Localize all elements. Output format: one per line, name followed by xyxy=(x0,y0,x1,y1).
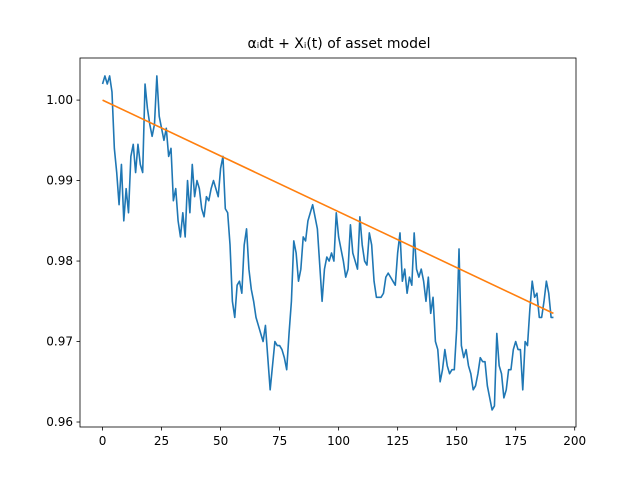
x-tick-label: 175 xyxy=(504,434,527,448)
x-tick-label: 50 xyxy=(213,434,228,448)
y-tick-label: 1.00 xyxy=(46,93,73,107)
x-tick-label: 150 xyxy=(445,434,468,448)
x-tick-label: 75 xyxy=(272,434,287,448)
plot-area xyxy=(101,75,554,411)
x-tick-label: 25 xyxy=(154,434,169,448)
x-tick-label: 0 xyxy=(99,434,107,448)
y-tick-label: 0.98 xyxy=(46,254,73,268)
y-tick-label: 0.96 xyxy=(46,415,73,429)
y-tick-label: 0.99 xyxy=(46,174,73,188)
x-tick-label: 200 xyxy=(563,434,586,448)
x-tick-label: 100 xyxy=(327,434,350,448)
y-tick-label: 0.97 xyxy=(46,335,73,349)
line-series xyxy=(101,75,554,411)
axes-frame xyxy=(79,57,577,428)
line-series xyxy=(102,99,554,315)
chart-title: αᵢdt + Xᵢ(t) of asset model xyxy=(248,36,431,52)
x-tick-label: 125 xyxy=(386,434,409,448)
